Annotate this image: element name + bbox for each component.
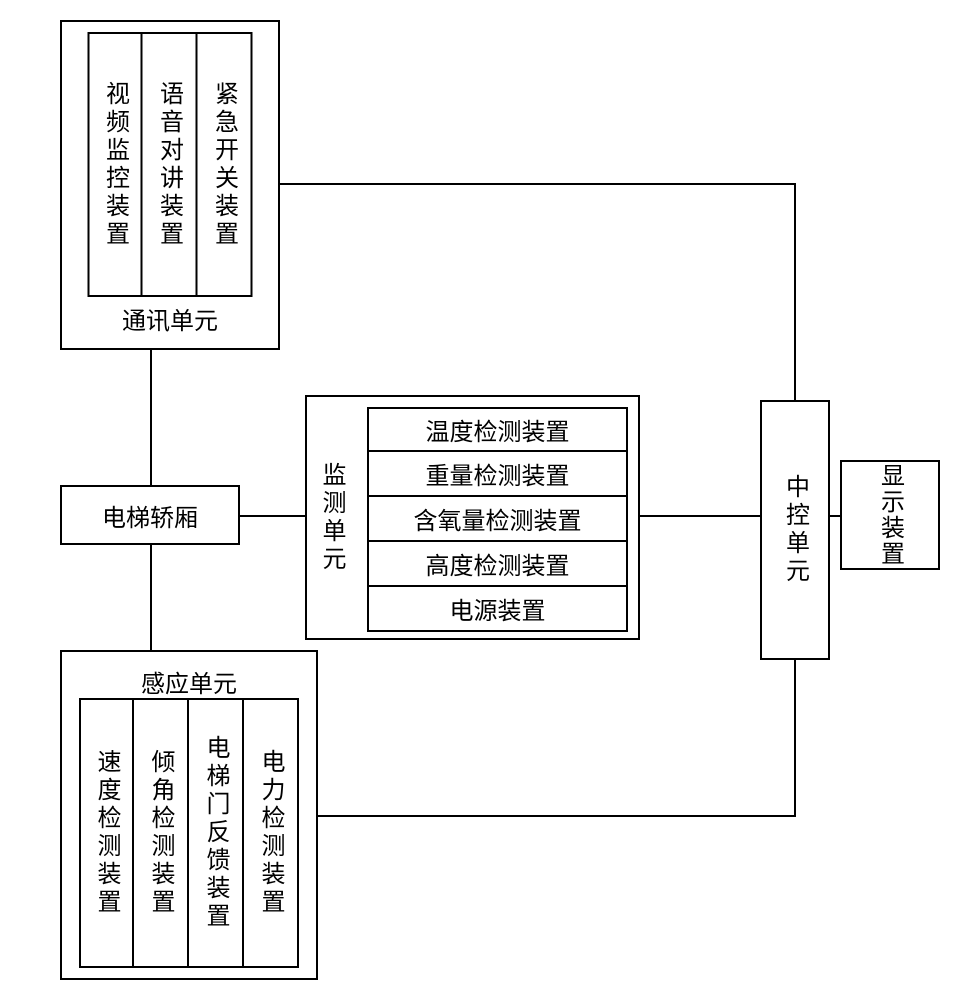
sense-item-label: 速度检测装置 <box>89 749 124 917</box>
sense-item: 倾角检测装置 <box>134 698 189 968</box>
display-label: 显示装置 <box>873 463 908 567</box>
car-label: 电梯轿厢 <box>102 498 198 533</box>
monitor-item-label: 重量检测装置 <box>426 456 570 491</box>
monitor-item-label: 电源装置 <box>450 591 546 626</box>
comm-item-label: 紧急开关装置 <box>207 81 242 249</box>
connector-line <box>318 815 796 817</box>
comm-item-label: 语音对讲装置 <box>152 81 187 249</box>
comm-item: 语音对讲装置 <box>143 32 198 297</box>
connector-line <box>280 183 796 185</box>
monitor-item-label: 温度检测装置 <box>426 412 570 447</box>
monitor-item: 含氧量检测装置 <box>367 497 628 542</box>
monitor-item-label: 含氧量检测装置 <box>414 501 582 536</box>
monitor-item: 重量检测装置 <box>367 452 628 497</box>
sense-item-label: 电梯门反馈装置 <box>198 735 233 931</box>
central-control-block: 中控单元 <box>760 400 830 660</box>
connector-line <box>830 515 840 517</box>
monitor-item: 温度检测装置 <box>367 407 628 452</box>
sense-item: 电力检测装置 <box>244 698 299 968</box>
connector-line <box>240 515 305 517</box>
comm-item: 视频监控装置 <box>88 32 143 297</box>
sense-item: 速度检测装置 <box>79 698 134 968</box>
connector-line <box>150 545 152 650</box>
connector-line <box>640 515 760 517</box>
central-label: 中控单元 <box>778 474 813 586</box>
monitor-item: 电源装置 <box>367 587 628 632</box>
sense-item-label: 电力检测装置 <box>253 749 288 917</box>
sense-unit-block: 感应单元 速度检测装置 倾角检测装置 电梯门反馈装置 电力检测装置 <box>60 650 318 980</box>
monitor-item-label: 高度检测装置 <box>426 546 570 581</box>
monitor-item: 高度检测装置 <box>367 542 628 587</box>
communication-unit-block: 视频监控装置 语音对讲装置 紧急开关装置 通讯单元 <box>60 20 280 350</box>
sense-unit-label: 感应单元 <box>141 664 237 699</box>
comm-unit-label: 通讯单元 <box>122 301 218 336</box>
monitor-unit-block: 监测单元 温度检测装置 重量检测装置 含氧量检测装置 高度检测装置 电源装置 <box>305 395 640 640</box>
sense-item-label: 倾角检测装置 <box>143 749 178 917</box>
comm-item-label: 视频监控装置 <box>98 81 133 249</box>
connector-line <box>794 183 796 400</box>
monitor-unit-label: 监测单元 <box>319 462 349 574</box>
elevator-car-block: 电梯轿厢 <box>60 485 240 545</box>
connector-line <box>794 660 796 817</box>
display-device-block: 显示装置 <box>840 460 940 570</box>
connector-line <box>150 350 152 485</box>
comm-item: 紧急开关装置 <box>198 32 253 297</box>
sense-item: 电梯门反馈装置 <box>189 698 244 968</box>
